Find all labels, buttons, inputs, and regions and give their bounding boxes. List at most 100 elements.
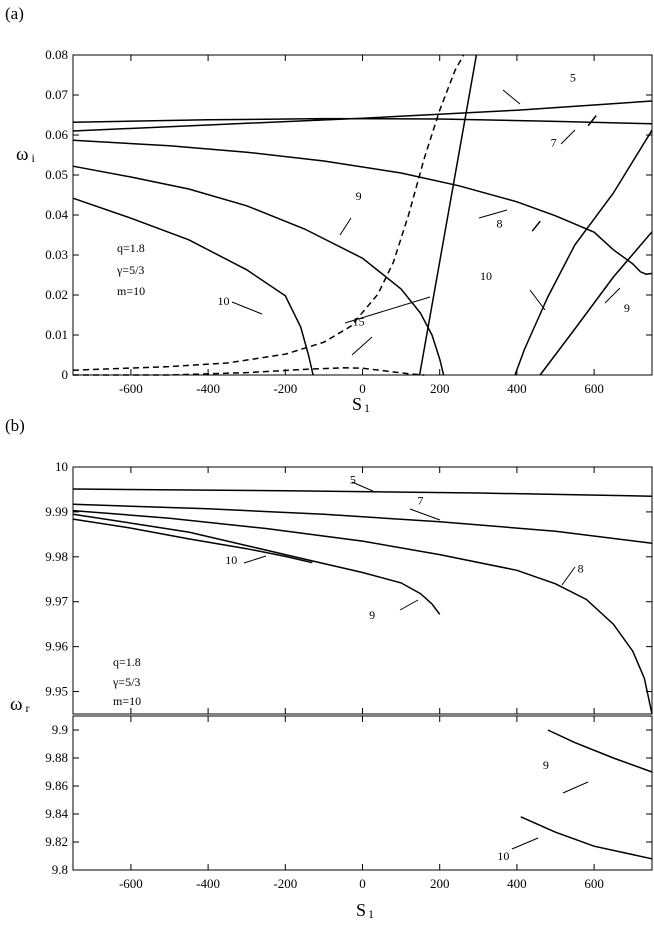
panel-b-lower-curve-10 bbox=[520, 816, 653, 860]
panel-a-ytick-label: 0.02 bbox=[45, 287, 68, 302]
panel-a-label: (a) bbox=[5, 4, 24, 23]
panel-b-upper-curve-label-8: 8 bbox=[578, 562, 584, 576]
panel-a-ticks: -600 -400 -200 0 200 400 600 0 0.01 0.02 0.03 0.04 0… bbox=[45, 47, 652, 396]
panel-b-lower-ytick-label: 9.86 bbox=[45, 778, 68, 793]
panel-b-leader bbox=[511, 837, 539, 850]
panel-a-leader bbox=[529, 289, 546, 311]
panel-a-xtick-label: -600 bbox=[119, 381, 143, 396]
panel-b: (b) -600 -400 -200 0 200 400 6009.959.969.979.… bbox=[5, 416, 653, 921]
panel-b-lower-ytick-label: 9.84 bbox=[45, 806, 68, 821]
panel-a-xtick-label: 200 bbox=[430, 381, 450, 396]
panel-b-leader bbox=[243, 555, 267, 564]
panel-b-ticks: -600 -400 -200 0 200 400 6009.959.969.979.989.… bbox=[45, 459, 652, 891]
panel-a-xtick-label: -200 bbox=[273, 381, 297, 396]
panel-a-curve-8 bbox=[72, 139, 653, 275]
panel-b-leader bbox=[409, 508, 441, 521]
panel-a-curve-9 bbox=[72, 165, 445, 376]
panel-a-leader bbox=[560, 129, 576, 145]
panel-a-xtick-label: 600 bbox=[584, 381, 604, 396]
panel-a-params: q=1.8 γ=5/3 m=10 bbox=[116, 241, 145, 298]
panel-a-leader bbox=[604, 287, 621, 304]
panel-a-ytick-label: 0 bbox=[62, 367, 69, 382]
panel-a-ytick-label: 0.01 bbox=[45, 327, 68, 342]
panel-b-leader bbox=[351, 481, 376, 493]
panel-a-curve-10 bbox=[514, 129, 653, 376]
panel-a-xtick-label: 0 bbox=[359, 381, 366, 396]
panel-b-lower-curve-label-9: 9 bbox=[543, 758, 549, 772]
param-m: m=10 bbox=[117, 284, 145, 298]
panel-a-curve-9 bbox=[539, 231, 653, 376]
panel-a: (a) -600 -400 -200 0 200 400 600 0 0.01 0.02 0.03 0… bbox=[5, 4, 653, 415]
param-gamma: γ=5/3 bbox=[116, 263, 144, 277]
panel-a-break-mark bbox=[587, 115, 597, 127]
panel-b-lower-frame bbox=[72, 715, 653, 871]
panel-a-ytick-label: 0.08 bbox=[45, 47, 68, 62]
panel-a-curve-label-15: 15 bbox=[353, 314, 365, 328]
panel-b-upper-curve-label-7: 7 bbox=[417, 493, 423, 507]
panel-a-ytick-label: 0.04 bbox=[45, 207, 68, 222]
panel-b-upper-curve-label-5: 5 bbox=[350, 473, 356, 487]
panel-a-ytick-label: 0.07 bbox=[45, 87, 68, 102]
panel-b-lower-xtick-label: -200 bbox=[273, 876, 297, 891]
panel-a-curve-label-9: 9 bbox=[356, 189, 362, 203]
panel-b-upper-ytick-label: 9.95 bbox=[45, 684, 68, 699]
panel-a-ytick-label: 0.05 bbox=[45, 167, 68, 182]
panel-b-upper-curve-7 bbox=[72, 503, 653, 545]
panel-b-label: (b) bbox=[5, 416, 25, 435]
panel-a-curve-labels: 5 7 8 9 10 15 10 9 bbox=[218, 70, 630, 328]
panel-a-curve-10 bbox=[72, 197, 314, 376]
panel-b-lower-curve-9 bbox=[547, 729, 653, 773]
panel-b-params: q=1.8 γ=5/3 m=10 bbox=[112, 655, 141, 708]
panel-b-leader bbox=[562, 781, 589, 794]
panel-b-lower-ytick-label: 9.9 bbox=[52, 722, 68, 737]
panel-b-upper-frame bbox=[72, 466, 653, 715]
panel-b-lower-xtick-label: -400 bbox=[196, 876, 220, 891]
panel-b-lower-curve-label-10: 10 bbox=[497, 849, 509, 863]
panel-b-upper-curve-8 bbox=[72, 509, 653, 715]
panel-b-lower-xtick-label: 200 bbox=[430, 876, 450, 891]
panel-b-curves bbox=[72, 488, 653, 860]
panel-b-upper-ytick-label: 9.98 bbox=[45, 549, 68, 564]
panel-a-curve-15 bbox=[73, 367, 425, 376]
panel-a-curve-label-7: 7 bbox=[551, 136, 557, 150]
panel-b-lower-ytick-label: 9.88 bbox=[45, 750, 68, 765]
panel-a-leader bbox=[478, 209, 508, 219]
param-gamma-b: γ=5/3 bbox=[112, 675, 140, 689]
panel-a-curve-unlabeled bbox=[418, 54, 478, 376]
panel-b-upper-ytick-label: 9.97 bbox=[45, 594, 68, 609]
panel-a-curve-label-10: 10 bbox=[218, 294, 230, 308]
panel-b-leader bbox=[561, 566, 576, 586]
panel-b-upper-curve-9 bbox=[72, 513, 441, 615]
panel-b-upper-curve-label-10: 10 bbox=[225, 553, 237, 567]
panel-b-upper-ytick-label: 9.99 bbox=[45, 504, 68, 519]
param-q: q=1.8 bbox=[117, 241, 145, 255]
panel-a-leader bbox=[344, 296, 431, 324]
panel-a-xtick-label: -400 bbox=[196, 381, 220, 396]
panel-b-upper-curve-label-9: 9 bbox=[369, 608, 375, 622]
panel-a-leader bbox=[231, 301, 263, 315]
panel-a-curve-15 bbox=[72, 54, 465, 371]
panel-b-curve-labels: 5 7 8 9 10 9 10 bbox=[225, 473, 583, 864]
param-m-b: m=10 bbox=[113, 694, 141, 708]
panel-a-curve-7 bbox=[72, 117, 653, 125]
panel-b-upper-ytick-label: 9.96 bbox=[45, 639, 68, 654]
panel-a-leader bbox=[351, 336, 373, 356]
panel-a-curve-label-9: 9 bbox=[624, 301, 630, 315]
panel-b-label-leaders bbox=[243, 481, 589, 850]
panel-a-leader bbox=[502, 89, 521, 105]
panel-b-lower-ytick-label: 9.82 bbox=[45, 834, 68, 849]
panel-a-break-mark bbox=[531, 220, 541, 232]
panel-b-lower-ytick-label: 9.8 bbox=[52, 862, 68, 877]
param-q-b: q=1.8 bbox=[113, 655, 141, 669]
panel-a-label-leaders bbox=[231, 89, 621, 356]
panel-a-curve-label-10: 10 bbox=[480, 269, 492, 283]
panel-b-lower-xtick-label: 600 bbox=[584, 876, 604, 891]
panel-b-lower-xtick-label: -600 bbox=[119, 876, 143, 891]
panel-b-upper-ytick-label: 10 bbox=[55, 459, 68, 474]
panel-b-leader bbox=[399, 599, 419, 611]
